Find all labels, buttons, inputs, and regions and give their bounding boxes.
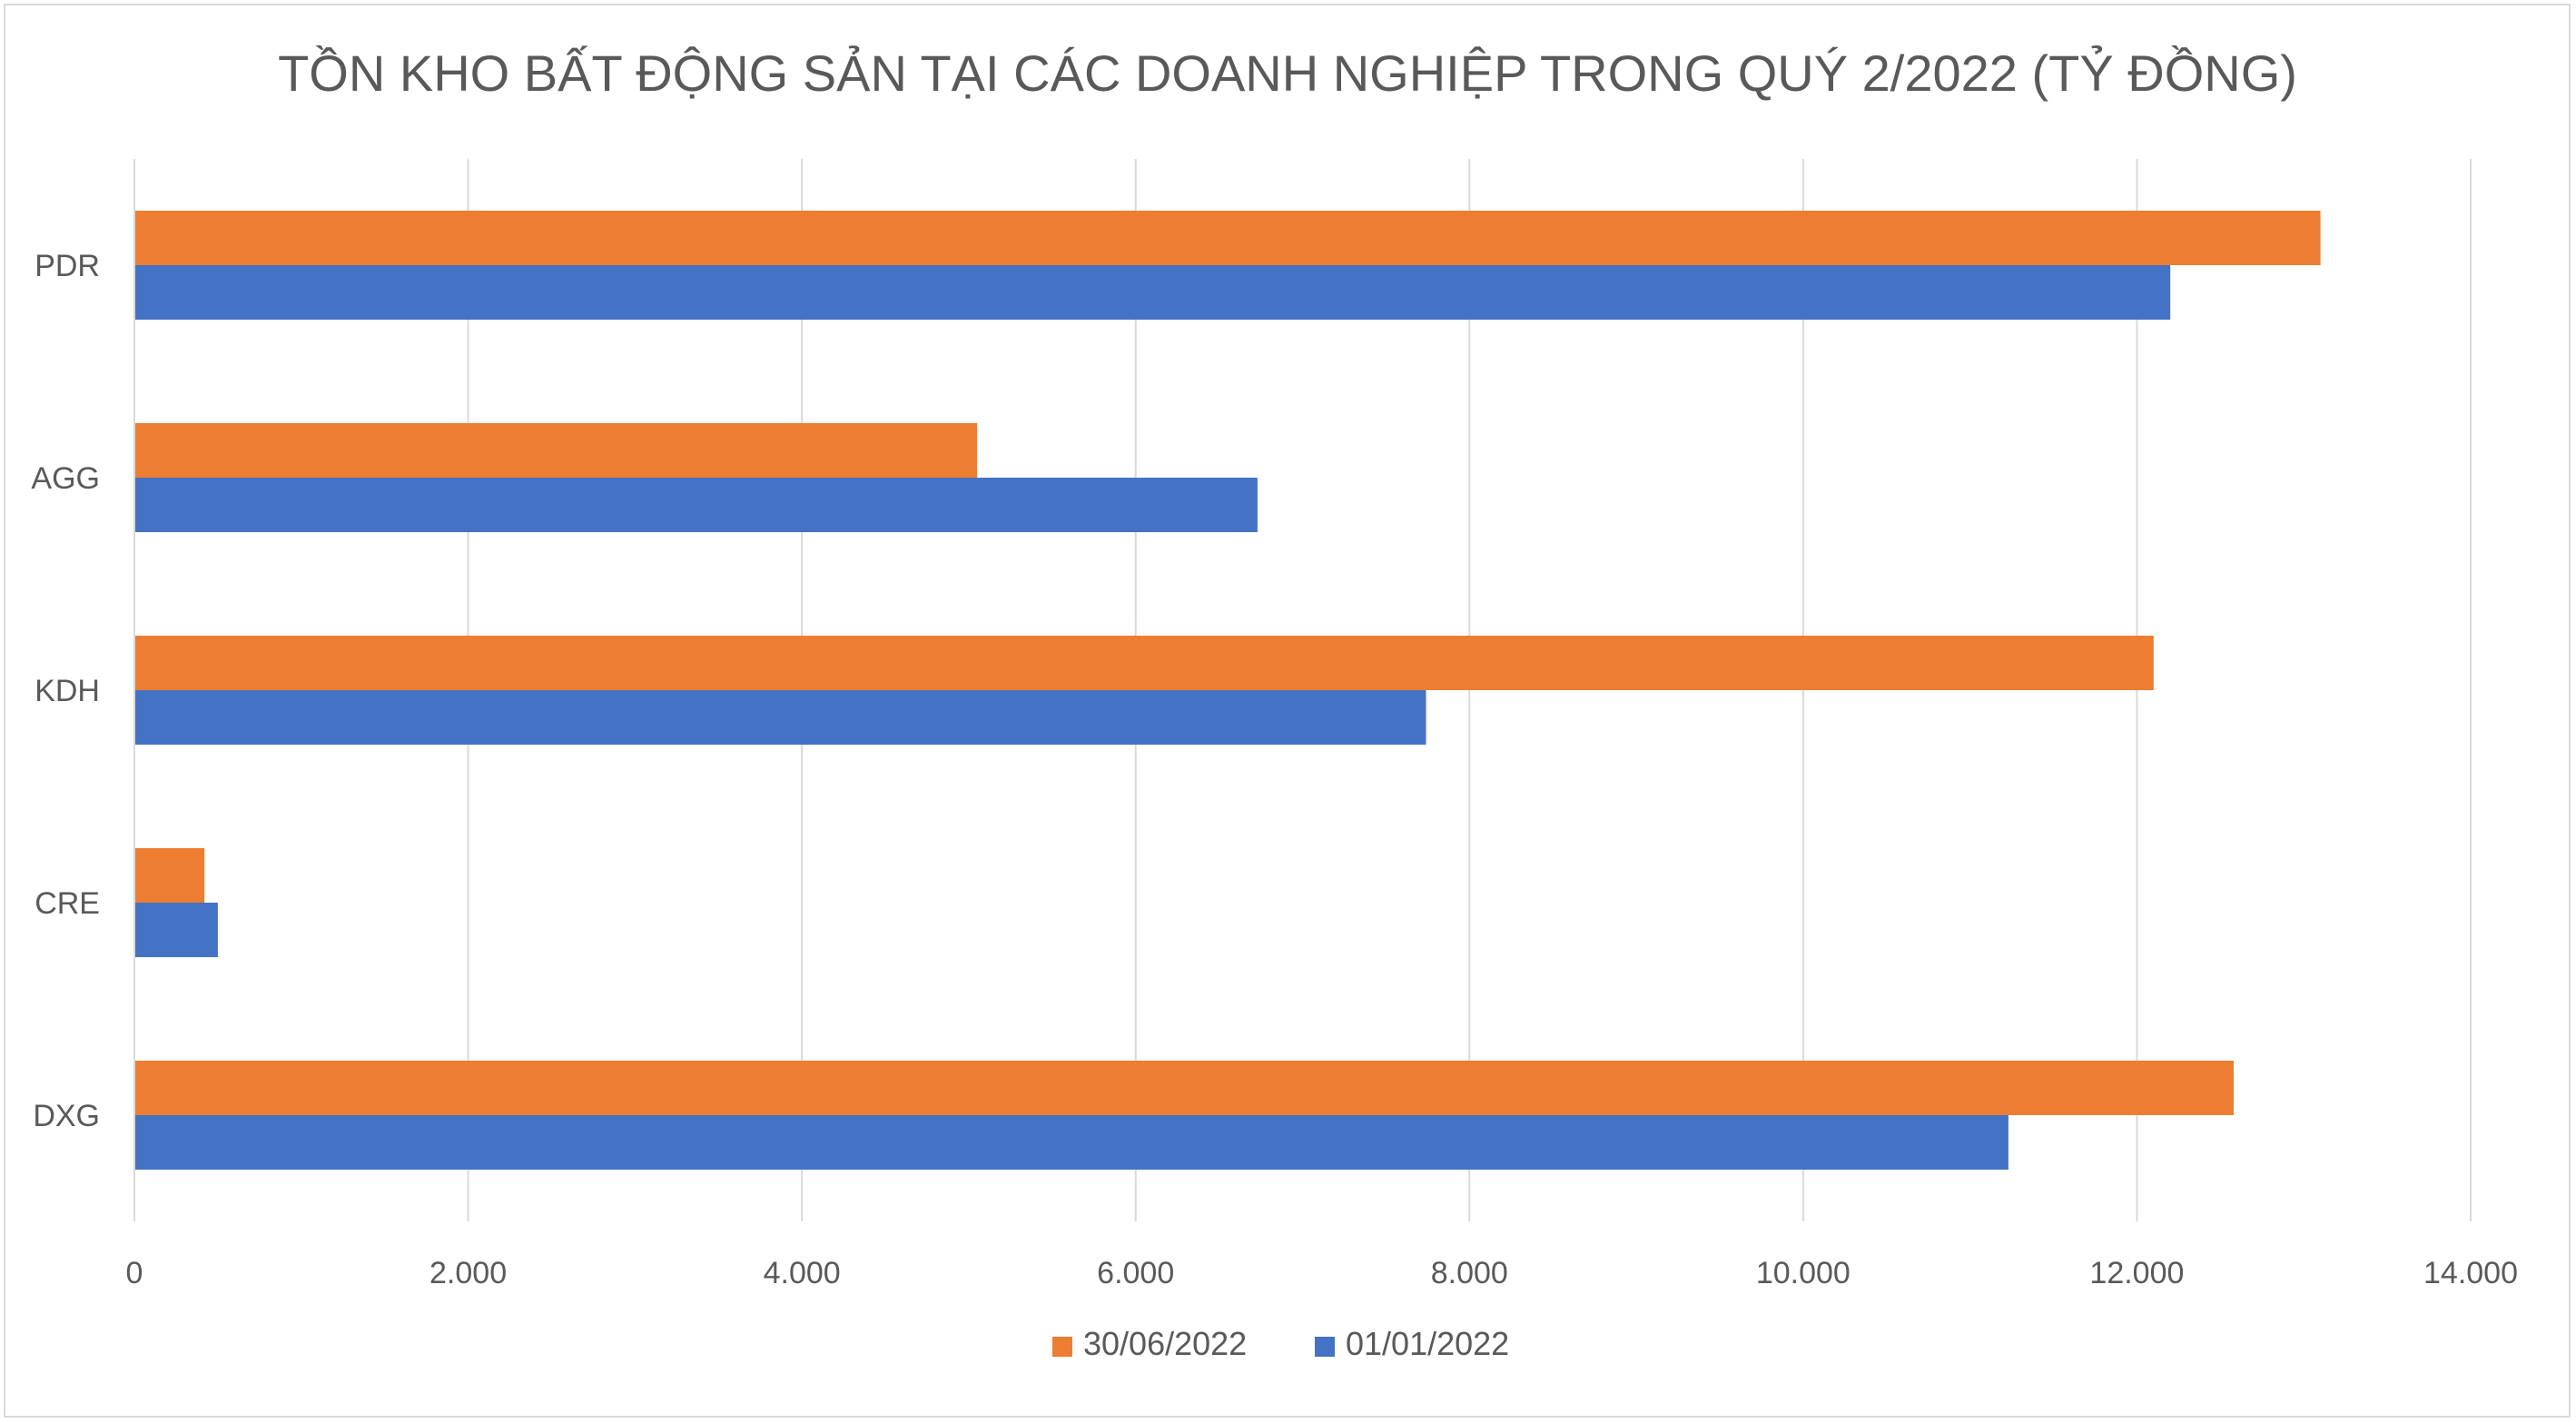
bar-pdr-0 — [134, 211, 2321, 265]
y-category-label: DXG — [33, 1099, 100, 1133]
x-tick-label: 0 — [126, 1256, 143, 1290]
y-category-label: AGG — [31, 461, 100, 496]
bar-agg-0 — [134, 423, 978, 478]
legend: 30/06/2022 01/01/2022 — [1052, 1325, 1509, 1362]
bar-kdh-0 — [134, 636, 2154, 690]
bar-dxg-0 — [134, 1061, 2235, 1115]
legend-swatch — [1052, 1337, 1072, 1357]
x-tick-label: 8.000 — [1431, 1256, 1508, 1290]
legend-label: 30/06/2022 — [1083, 1325, 1247, 1362]
x-tick-label: 6.000 — [1097, 1256, 1174, 1290]
x-tick-label: 4.000 — [764, 1256, 841, 1290]
x-tick-label: 10.000 — [1756, 1256, 1851, 1290]
y-category-label: PDR — [35, 249, 100, 283]
x-tick-label: 2.000 — [429, 1256, 507, 1290]
bar-cre-0 — [134, 848, 205, 903]
bar-kdh-1 — [134, 690, 1426, 745]
bars — [134, 211, 2321, 1170]
x-tick-label: 12.000 — [2089, 1256, 2184, 1290]
y-category-label: KDH — [35, 674, 100, 708]
bar-agg-1 — [134, 478, 1258, 532]
legend-swatch — [1315, 1337, 1335, 1357]
y-category-label: CRE — [35, 886, 100, 921]
bar-pdr-1 — [134, 265, 2171, 320]
x-tick-label: 14.000 — [2423, 1256, 2518, 1290]
chart-title: TỒN KHO BẤT ĐỘNG SẢN TẠI CÁC DOANH NGHIỆ… — [278, 44, 2297, 102]
legend-label: 01/01/2022 — [1346, 1325, 1509, 1362]
bar-cre-1 — [134, 903, 218, 957]
axis: 0 2.000 4.000 6.000 8.000 10.000 12.000 14.000 P… — [31, 159, 2518, 1290]
bar-dxg-1 — [134, 1115, 2008, 1170]
